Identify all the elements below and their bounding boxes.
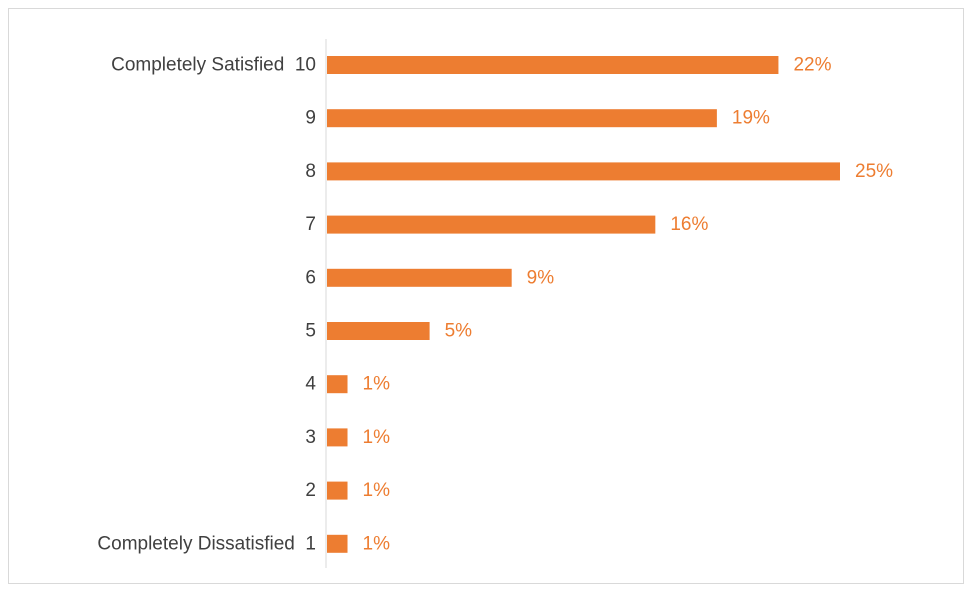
bar xyxy=(327,375,348,394)
category-label: 2 xyxy=(305,480,316,501)
data-label: 9% xyxy=(527,267,555,288)
category-label: Completely Satisfied 10 xyxy=(111,55,316,76)
category-label: 6 xyxy=(305,267,316,288)
bar xyxy=(327,322,430,340)
data-label: 1% xyxy=(363,374,391,395)
category-label: 7 xyxy=(305,214,316,235)
data-label: 1% xyxy=(363,533,391,554)
data-label: 5% xyxy=(445,321,473,342)
bar xyxy=(327,56,779,74)
bar xyxy=(327,162,840,181)
bar xyxy=(327,481,348,500)
category-label: 4 xyxy=(305,374,316,395)
bar xyxy=(327,428,348,447)
category-label: 8 xyxy=(305,161,316,182)
bar xyxy=(327,215,656,234)
satisfaction-bar-chart: Completely Satisfied 10 22%9 19%8 25%7 16%6 9… xyxy=(97,39,893,568)
category-label: 5 xyxy=(305,321,316,342)
data-label: 19% xyxy=(732,108,770,129)
category-label: 9 xyxy=(305,108,316,129)
bar xyxy=(327,268,512,287)
bar xyxy=(327,534,348,553)
bar xyxy=(327,109,717,128)
data-label: 22% xyxy=(793,55,831,76)
data-label: 1% xyxy=(363,427,391,448)
chart-frame: Completely Satisfied 10 22% 9 19% 8 25% 7 16% 6 9… xyxy=(8,8,964,584)
data-label: 1% xyxy=(363,480,391,501)
category-label: 3 xyxy=(305,427,316,448)
data-label: 25% xyxy=(855,161,893,182)
category-label: Completely Dissatisfied 1 xyxy=(97,533,316,554)
data-label: 16% xyxy=(670,214,708,235)
